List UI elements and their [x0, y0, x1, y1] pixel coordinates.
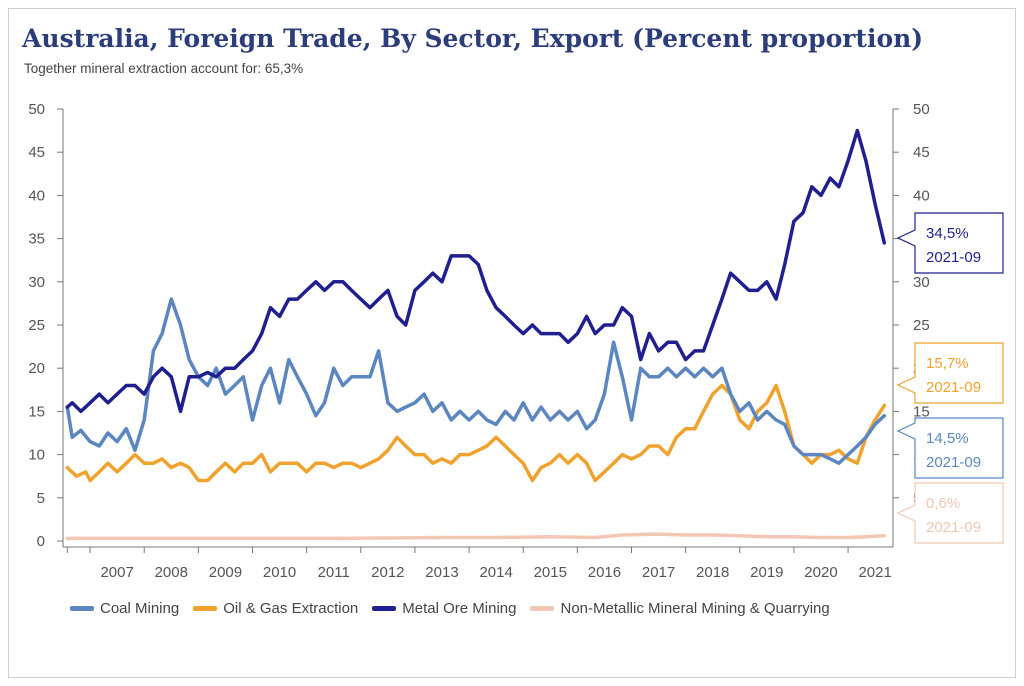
x-tick-label: 2008 [155, 564, 188, 581]
x-tick-label: 2019 [750, 564, 783, 581]
chart-subtitle: Together mineral extraction account for:… [24, 61, 304, 76]
callout-date: 2021-09 [926, 249, 981, 266]
legend-label-coal-mining: Coal Mining [100, 600, 180, 617]
y-tick-label-right: 30 [913, 274, 930, 291]
y-tick-label-left: 30 [28, 274, 45, 291]
y-tick-label-left: 10 [28, 447, 45, 464]
legend-item-coal-mining[interactable]: Coal Mining [70, 600, 179, 617]
x-tick-label: 2017 [642, 564, 675, 581]
y-tick-label-left: 35 [28, 231, 45, 248]
x-tick-label: 2012 [371, 564, 404, 581]
y-tick-label-right: 25 [913, 317, 930, 334]
chart-title: Australia, Foreign Trade, By Sector, Exp… [22, 24, 924, 53]
x-tick-label: 2011 [318, 564, 350, 581]
y-tick-label-left: 15 [28, 403, 45, 420]
series-line-non-metallic-mineral-mining-quarrying [65, 532, 887, 541]
callout-box [896, 417, 1004, 479]
x-tick-label: 2007 [100, 564, 133, 581]
y-tick-label-right: 50 [913, 101, 930, 118]
legend-item-non-metallic[interactable]: Non-Metallic Mineral Mining & Quarrying [530, 600, 830, 617]
callout-box [896, 342, 1004, 404]
x-tick-label: 2013 [425, 564, 458, 581]
y-tick-label-right: 40 [913, 187, 930, 204]
legend-swatch-non-metallic [530, 606, 555, 611]
legend-swatch-metal-ore [372, 606, 397, 611]
x-tick-label: 2009 [209, 564, 242, 581]
callout-date: 2021-09 [926, 519, 981, 536]
callout-value: 34,5% [926, 225, 969, 242]
x-tick-label: 2018 [696, 564, 729, 581]
axes: 0510152025303540455051015202530354045502… [28, 101, 929, 581]
series-line-oil-gas-extraction [65, 383, 887, 483]
callout-value: 14,5% [926, 430, 969, 447]
x-tick-label: 2015 [534, 564, 567, 581]
legend-swatch-coal-mining [70, 606, 94, 611]
callout-date: 2021-09 [926, 379, 981, 396]
x-tick-label: 2014 [479, 564, 512, 581]
value-callouts: 34,5% 2021-09 15,7% 2021-09 14,5% 2021-09 0,6%… [896, 212, 1004, 544]
callout-date: 2021-09 [926, 454, 981, 471]
chart-frame [8, 8, 1016, 678]
callout-value: 0,6% [926, 495, 960, 512]
y-tick-label-right: 45 [913, 144, 930, 161]
y-tick-label-left: 40 [28, 187, 45, 204]
callout-box [896, 212, 1004, 274]
legend-label-metal-ore: Metal Ore Mining [402, 600, 517, 617]
y-tick-label-left: 0 [37, 533, 45, 550]
x-tick-label: 2020 [804, 564, 837, 581]
y-tick-label-left: 20 [28, 360, 45, 377]
x-tick-label: 2021 [858, 564, 891, 581]
callout-value: 15,7% [926, 355, 969, 372]
y-tick-label-left: 50 [28, 101, 45, 118]
legend-label-non-metallic: Non-Metallic Mineral Mining & Quarrying [560, 600, 830, 617]
series-line-metal-ore-mining [65, 128, 887, 414]
legend-item-oil-gas[interactable]: Oil & Gas Extraction [193, 600, 358, 617]
series-line-coal-mining [65, 297, 887, 465]
y-tick-label-right: 15 [913, 403, 930, 420]
callout-box [896, 482, 1004, 544]
legend-label-oil-gas: Oil & Gas Extraction [223, 600, 359, 617]
x-tick-label: 2016 [588, 564, 621, 581]
legend-swatch-oil-gas [193, 606, 218, 611]
y-tick-label-left: 25 [28, 317, 45, 334]
y-tick-label-left: 45 [28, 144, 45, 161]
y-tick-label-left: 5 [37, 490, 45, 507]
series-lines [65, 128, 887, 541]
legend: Coal Mining Oil & Gas Extraction Metal O… [70, 600, 830, 617]
legend-item-metal-ore[interactable]: Metal Ore Mining [372, 600, 516, 617]
x-tick-label: 2010 [263, 564, 296, 581]
